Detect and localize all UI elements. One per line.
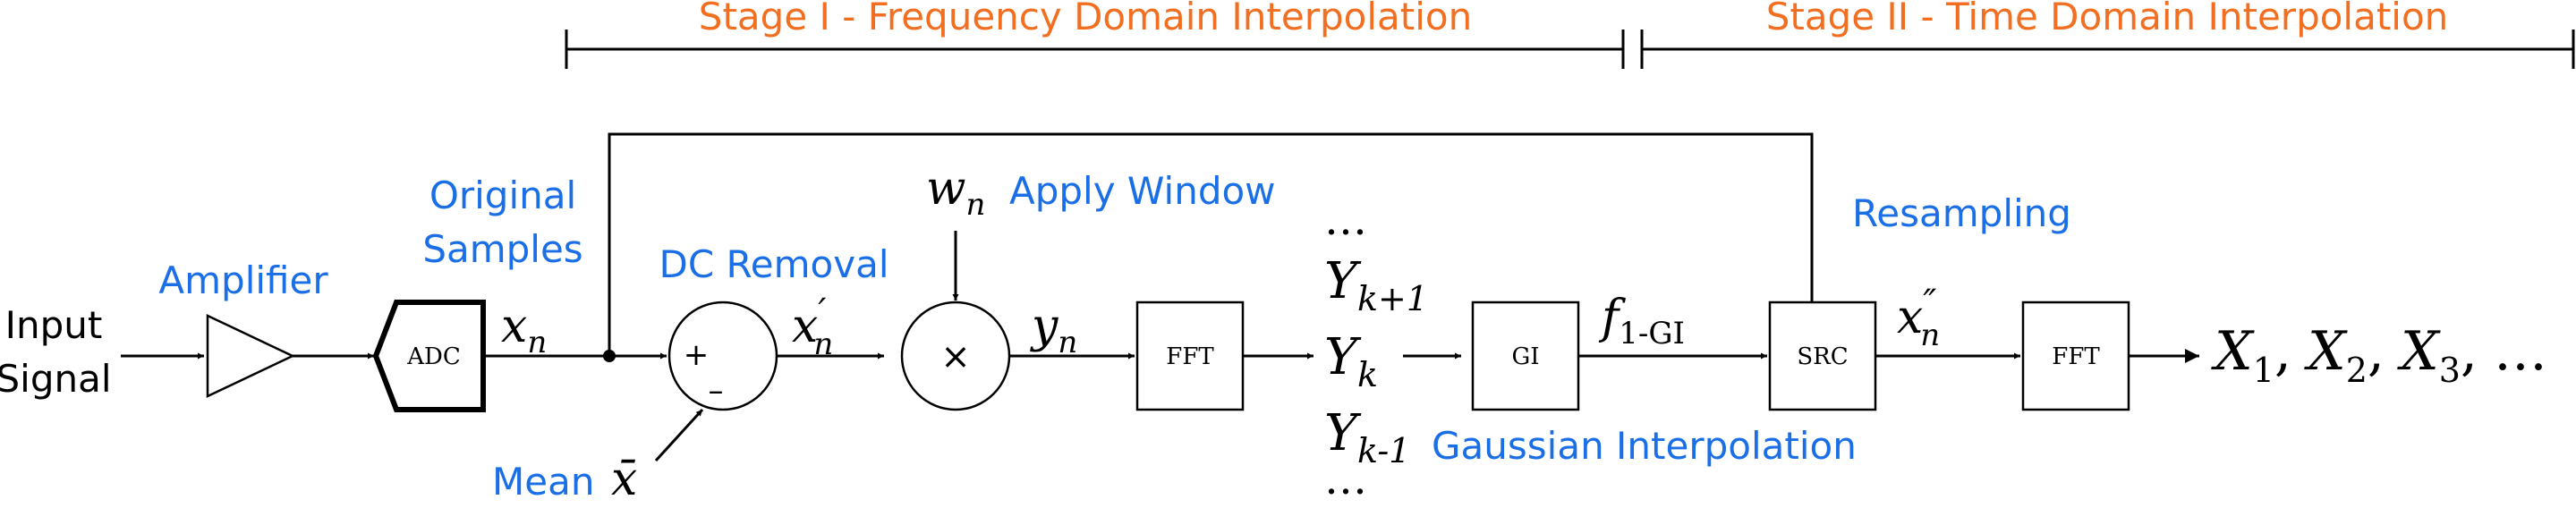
spectrum-dots-top: … (1324, 195, 1367, 245)
apply-window-label: Apply Window (1009, 169, 1276, 213)
output-x1: X (2211, 320, 2255, 383)
fft2-label: FFT (2052, 343, 2100, 370)
subtractor-minus: – (709, 373, 724, 409)
amplifier-label: Amplifier (158, 258, 328, 302)
stage1-title: Stage I - Frequency Domain Interpolation (699, 0, 1472, 38)
spectrum-yk: Yk (1324, 328, 1378, 394)
gi-block (1471, 301, 1580, 411)
fft1-block (1135, 301, 1245, 411)
output-x2: X (2304, 320, 2348, 383)
signal-xpn: x′ n (792, 292, 833, 362)
spectrum-dots-bottom: … (1324, 454, 1367, 504)
spectrum-ykm1: Yk-1 (1324, 404, 1410, 470)
signal-wn: wn (926, 162, 985, 223)
input-label-line2: Signal (0, 357, 112, 401)
signal-xn: xn (501, 300, 547, 360)
multiplier-symbol: × (940, 336, 971, 377)
src-label: SRC (1797, 343, 1848, 370)
output-x3: X (2397, 320, 2441, 383)
mean-label: Mean (492, 460, 594, 504)
gi-label: GI (1511, 343, 1539, 370)
output-sequence: X1, X2, X3,… (2211, 320, 2547, 390)
gaussian-interp-label: Gaussian Interpolation (1432, 424, 1857, 468)
stage2-title: Stage II - Time Domain Interpolation (1766, 0, 2449, 38)
input-label-line1: Input (5, 303, 103, 347)
stage2-bracket (1640, 30, 2575, 69)
fft2-block (2021, 301, 2130, 411)
signal-yn: yn (1030, 300, 1077, 360)
resampling-label: Resampling (1852, 191, 2071, 235)
src-block (1768, 301, 1877, 411)
adc-block (372, 300, 486, 412)
arrow-mean-to-subtractor (654, 408, 704, 462)
fft1-label: FFT (1166, 343, 1214, 370)
subtractor-plus: + (684, 337, 710, 373)
dc-removal-label: DC Removal (659, 242, 888, 286)
stage1-bracket (565, 30, 1625, 69)
arrow-feedforward-to-src (608, 132, 1815, 356)
amplifier-triangle (206, 314, 295, 398)
original-samples-line1: Original (429, 174, 576, 217)
adc-label: ADC (406, 343, 461, 370)
spectrum-ykp1: Yk+1 (1324, 252, 1428, 318)
signal-xppn: x″ n (1897, 283, 1940, 353)
original-samples-line2: Samples (422, 227, 582, 271)
output-tail: … (2494, 320, 2547, 383)
signal-f1gi: f1-GI (1598, 291, 1685, 351)
mean-symbol: x̄ (611, 453, 637, 506)
